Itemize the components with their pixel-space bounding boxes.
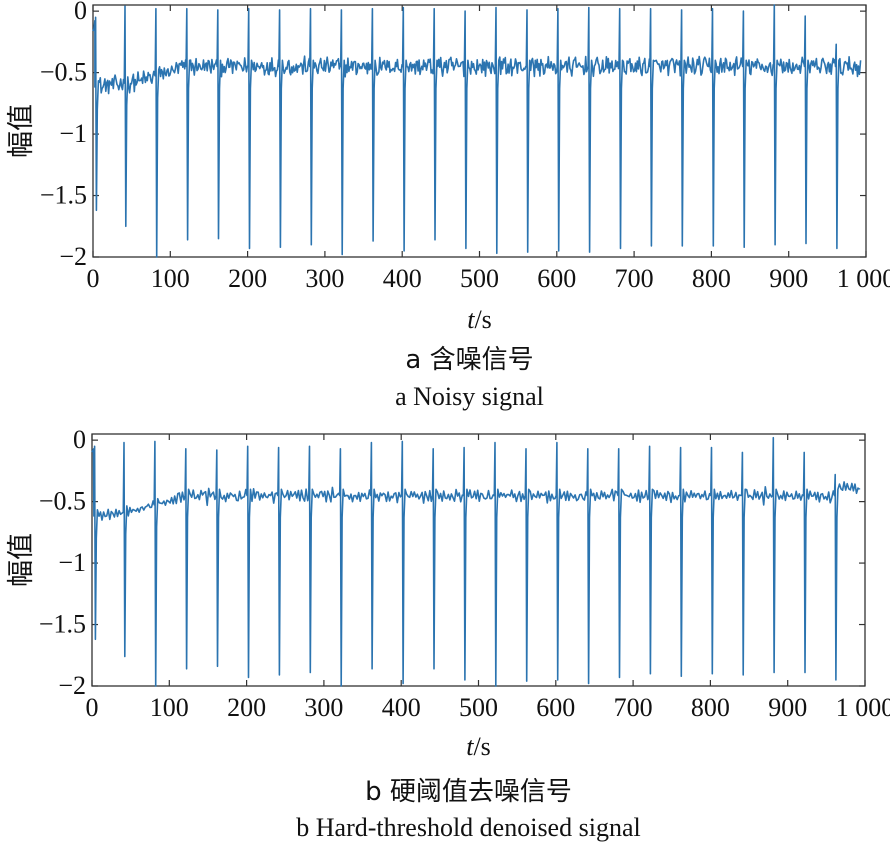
x-tick-label: 600 xyxy=(536,693,575,722)
caption-english: b Hard-threshold denoised signal xyxy=(296,813,640,842)
signal-series-line xyxy=(92,4,862,258)
x-tick-label: 0 xyxy=(87,264,100,293)
caption-chinese: a 含噪信号 xyxy=(405,345,533,375)
caption-english: a Noisy signal xyxy=(395,382,544,411)
x-tick-label: 500 xyxy=(459,693,498,722)
chart-panel-a: 0 100 200 300 400 500 600 700 800 900 1 000 0 −0.5 −1… xyxy=(6,0,890,411)
x-tick-label: 300 xyxy=(304,693,343,722)
y-tick-label: −2 xyxy=(58,671,86,700)
plot-frame xyxy=(91,433,866,687)
y-tick-label: −1.5 xyxy=(39,610,86,639)
signal-series-line xyxy=(91,436,861,687)
plot-frame xyxy=(92,4,867,258)
y-tick-label: 0 xyxy=(74,0,87,25)
x-tick-label: 100 xyxy=(150,693,189,722)
x-tick-label: 300 xyxy=(305,264,344,293)
x-tick-label: 1 000 xyxy=(837,264,890,293)
x-tick-label: 400 xyxy=(383,264,422,293)
x-tick-label: 800 xyxy=(692,264,731,293)
y-tick-label: −2 xyxy=(59,242,87,271)
y-tick-label: −1 xyxy=(59,119,87,148)
y-tick-label: −1.5 xyxy=(40,181,87,210)
y-axis-label: 幅值 xyxy=(6,533,37,587)
x-tick-label: 400 xyxy=(382,693,421,722)
x-tick-label: 700 xyxy=(615,264,654,293)
x-tick-label: 800 xyxy=(691,693,730,722)
x-tick-label: 200 xyxy=(227,693,266,722)
caption-chinese: b 硬阈值去噪信号 xyxy=(365,777,572,807)
x-axis-label: t/s xyxy=(466,732,491,761)
x-tick-label: 100 xyxy=(151,264,190,293)
y-tick-label: 0 xyxy=(73,425,86,454)
y-tick-label: −0.5 xyxy=(39,487,86,516)
y-tick-label: −1 xyxy=(58,548,86,577)
x-tick-label: 600 xyxy=(537,264,576,293)
x-tick-label: 0 xyxy=(86,693,99,722)
y-axis-label: 幅值 xyxy=(6,104,37,158)
x-tick-label: 1 000 xyxy=(836,693,890,722)
x-axis-label: t/s xyxy=(467,305,492,334)
chart-panel-b: 0 100 200 300 400 500 600 700 800 900 1 000 0 −0.5 −1… xyxy=(6,425,890,842)
x-tick-label: 900 xyxy=(769,264,808,293)
x-tick-label: 200 xyxy=(228,264,267,293)
x-tick-label: 900 xyxy=(768,693,807,722)
x-tick-label: 500 xyxy=(460,264,499,293)
x-tick-label: 700 xyxy=(614,693,653,722)
y-tick-label: −0.5 xyxy=(40,58,87,87)
